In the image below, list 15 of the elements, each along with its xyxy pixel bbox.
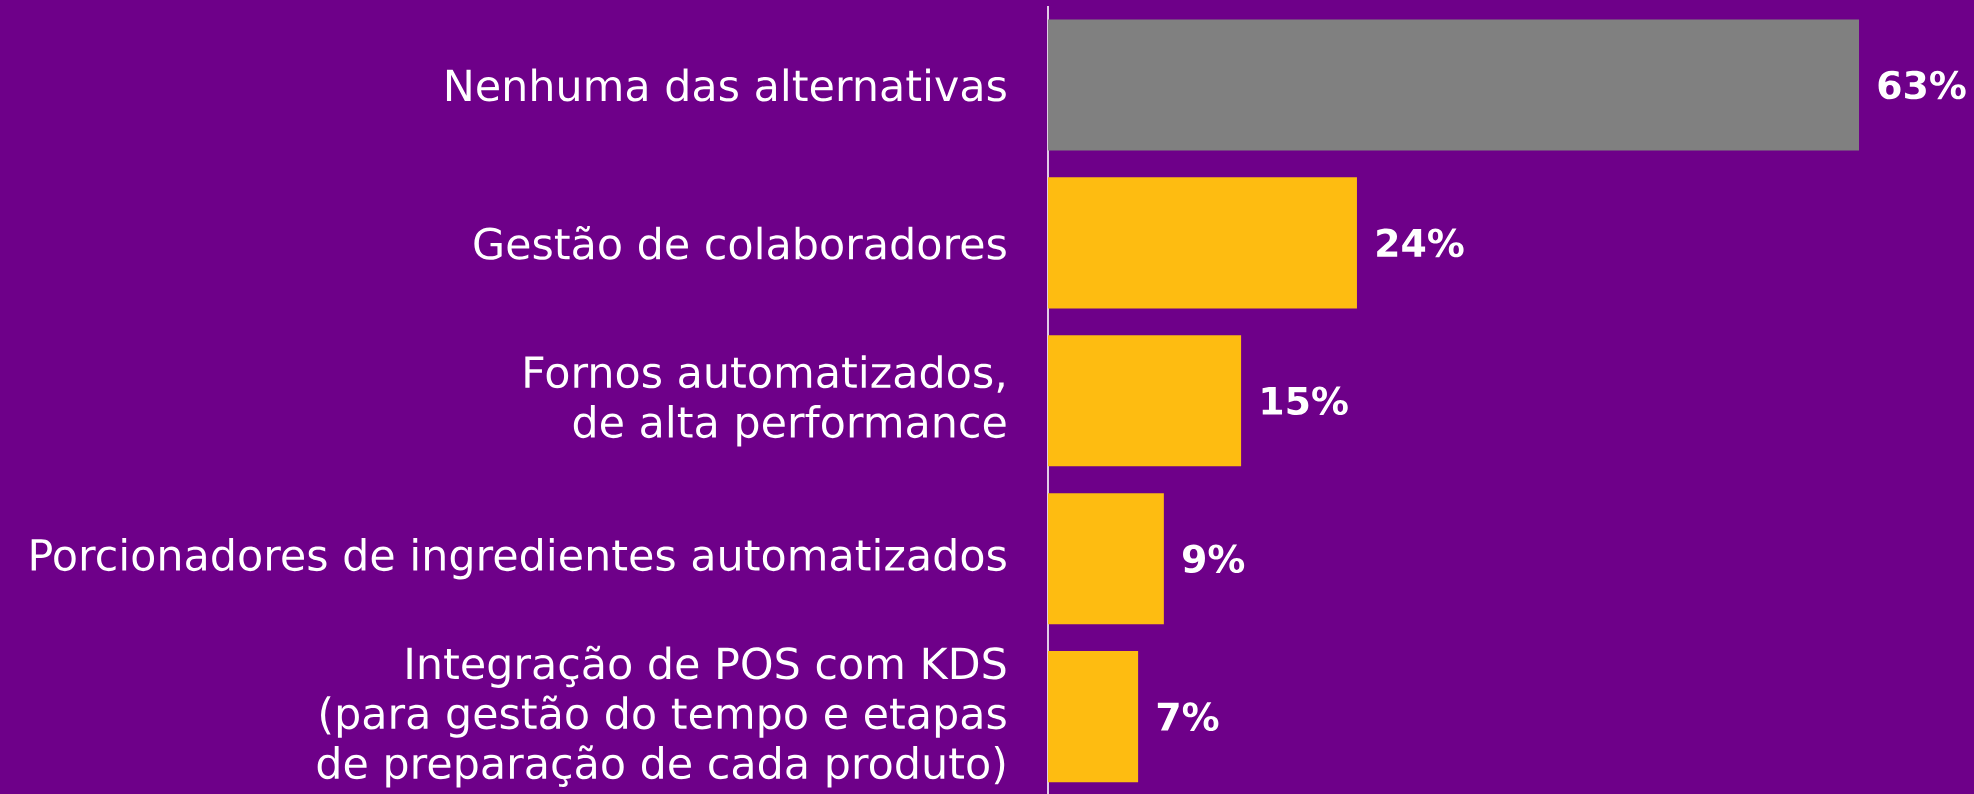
y-tick-label: Integração de POS com KDS (para gestão do tempo e etapas de preparação de cada produto) [317, 645, 1006, 788]
data-label: 63% [1878, 70, 1966, 100]
y-tick-label: Porcionadores de ingredientes automatizados [31, 537, 1006, 580]
bar [1048, 651, 1139, 783]
data-label: 7% [1157, 702, 1219, 731]
data-label: 15% [1262, 386, 1348, 416]
bar [1048, 493, 1164, 625]
bar [1048, 177, 1357, 309]
data-label: 24% [1377, 228, 1464, 258]
bar [1048, 335, 1242, 467]
y-tick-label: Fornos automatizados, de alta performance [525, 355, 1006, 447]
data-label: 9% [1183, 544, 1245, 574]
bar [1048, 19, 1859, 151]
y-tick-label: Nenhuma das alternativas [446, 68, 1006, 102]
y-tick-label: Gestão de colaboradores [474, 225, 1006, 260]
